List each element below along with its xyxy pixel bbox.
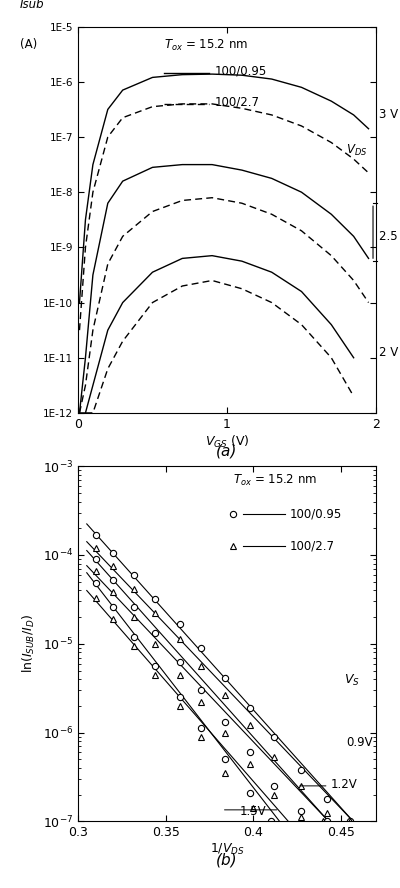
Text: 2.5 v: 2.5 v <box>379 230 400 242</box>
X-axis label: $1 / V_{DS}$: $1 / V_{DS}$ <box>210 842 244 857</box>
Text: 100/2.7: 100/2.7 <box>215 96 260 108</box>
Text: (A): (A) <box>20 38 37 52</box>
Text: $V_{DS}$: $V_{DS}$ <box>346 143 367 158</box>
Text: 1.5V: 1.5V <box>240 805 267 818</box>
X-axis label: $V_{GS}$ (V): $V_{GS}$ (V) <box>205 433 249 449</box>
Text: 2 V: 2 V <box>379 345 398 359</box>
Text: Isub: Isub <box>20 0 44 12</box>
Text: 100/0.95: 100/0.95 <box>290 508 342 520</box>
Text: (b): (b) <box>216 852 238 867</box>
Text: $T_{ox}$ = 15.2 nm: $T_{ox}$ = 15.2 nm <box>233 473 317 488</box>
Y-axis label: $\ln(I_{SUB}/I_D)$: $\ln(I_{SUB}/I_D)$ <box>21 614 37 673</box>
Text: $V_S$: $V_S$ <box>344 673 360 688</box>
Text: 3 V: 3 V <box>379 108 398 122</box>
Text: (a): (a) <box>216 443 238 458</box>
Text: 100/0.95: 100/0.95 <box>215 65 267 77</box>
Text: 0.9V: 0.9V <box>346 736 373 749</box>
Text: 100/2.7: 100/2.7 <box>290 540 334 552</box>
Text: $T_{ox}$ = 15.2 nm: $T_{ox}$ = 15.2 nm <box>164 38 248 53</box>
Text: 1.2V: 1.2V <box>330 778 357 790</box>
